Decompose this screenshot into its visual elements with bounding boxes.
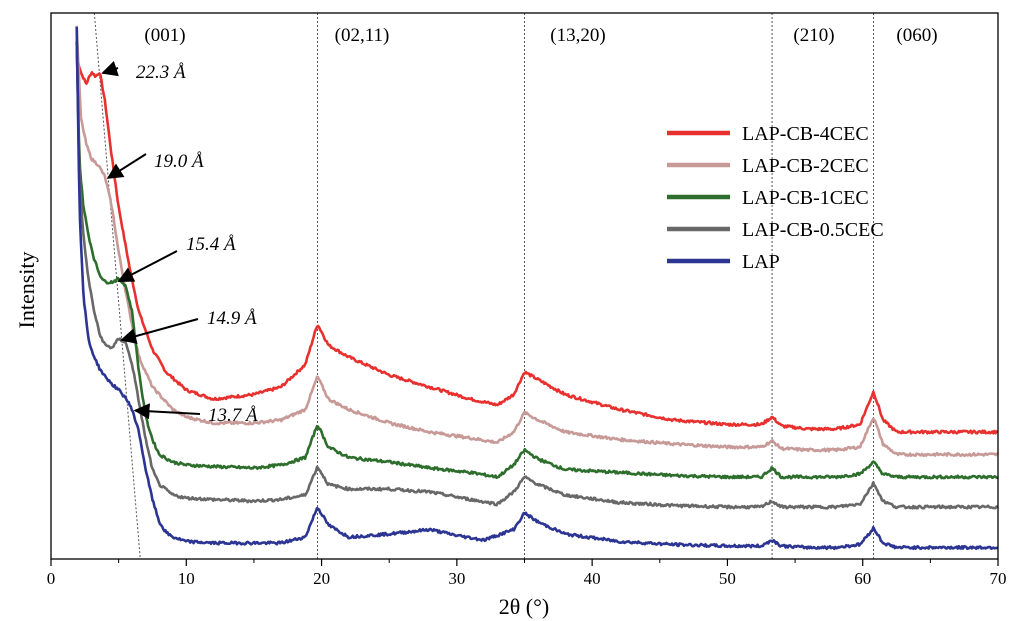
legend-label: LAP-CB-2CEC	[742, 155, 869, 177]
legend: LAP-CB-4CEC LAP-CB-2CEC LAP-CB-1CEC LAP-CB-…	[667, 123, 884, 273]
annotation-arrow	[120, 318, 199, 344]
peak-label: (001)	[144, 25, 185, 46]
y-axis-title: Intensity	[14, 252, 39, 329]
annotation-label: 14.9 Å	[207, 308, 257, 329]
legend-label: LAP	[742, 251, 780, 273]
legend-label: LAP-CB-4CEC	[742, 123, 869, 145]
annotations: 22.3 Å 19.0 Å 15.4 Å 14.9 Å 13.7 Å	[101, 60, 258, 426]
peak-label: (060)	[896, 25, 937, 46]
x-tick-label: 30	[448, 569, 465, 588]
x-tick-label: 50	[719, 569, 736, 588]
peak-label: (02,11)	[335, 25, 390, 46]
x-tick-label: 0	[47, 569, 56, 588]
peak-labels: (001) (02,11) (13,20) (210) (060)	[144, 25, 937, 46]
series-line-lap-cb-0-5cec	[75, 42, 998, 510]
annotation-arrow	[133, 403, 201, 420]
series-line-lap-cb-2cec	[75, 25, 998, 458]
series-line-lap	[75, 26, 998, 551]
x-tick-label: 70	[990, 569, 1007, 588]
series-line-lap-cb-4cec	[75, 56, 998, 435]
x-axis-title: 2θ (°)	[499, 594, 550, 619]
x-tick-label: 40	[584, 569, 601, 588]
x-tick-label: 10	[178, 569, 195, 588]
reference-lines	[93, 12, 875, 560]
peak-label: (13,20)	[550, 25, 605, 46]
legend-label: LAP-CB-1CEC	[742, 187, 869, 209]
series-group	[75, 25, 998, 551]
annotation-arrow	[117, 250, 178, 283]
annotation-label: 15.4 Å	[186, 234, 236, 255]
series-line-lap-cb-1cec	[75, 41, 998, 480]
basal-peak-guide-line	[93, 12, 141, 560]
x-tick-label: 60	[854, 569, 871, 588]
x-tick-label: 20	[313, 569, 330, 588]
legend-label: LAP-CB-0.5CEC	[742, 219, 884, 241]
annotation-label: 22.3 Å	[136, 62, 186, 83]
annotation-arrow	[101, 60, 119, 77]
peak-label: (210)	[793, 25, 834, 46]
annotation-arrow	[106, 153, 147, 179]
x-axis-ticks: 0 10 20 30 40 50 60 70	[47, 559, 1007, 588]
annotation-label: 19.0 Å	[154, 151, 204, 172]
annotation-label: 13.7 Å	[208, 405, 258, 426]
